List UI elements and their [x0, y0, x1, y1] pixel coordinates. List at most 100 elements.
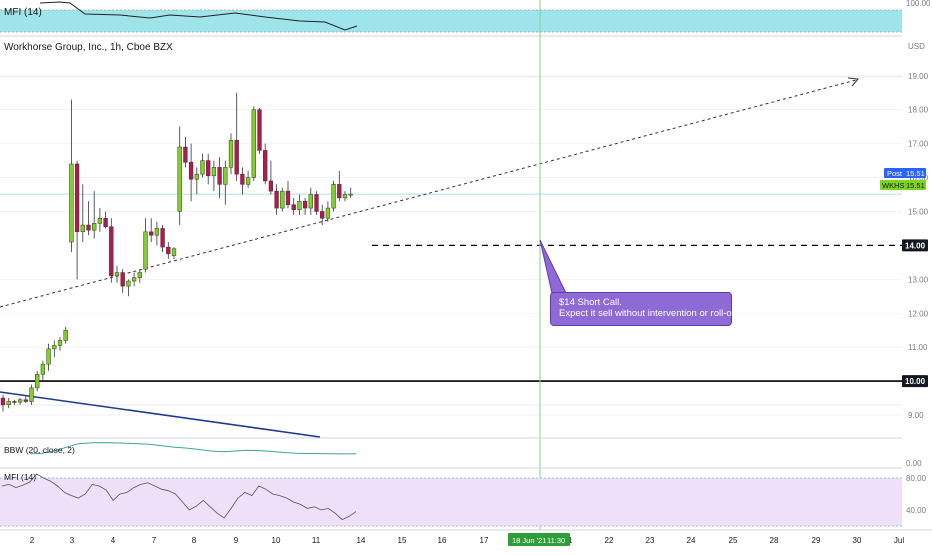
top-mfi-axis-label: 100.00	[906, 0, 931, 8]
bbw-series-line	[29, 442, 356, 455]
annotation-line-2: Expect it sell without intervention or r…	[559, 308, 743, 319]
post-badge	[884, 168, 926, 178]
candle-body	[177, 146, 182, 212]
candle-body	[57, 340, 63, 346]
candle-body	[52, 345, 57, 350]
candle-body	[200, 160, 205, 175]
candle-body	[86, 224, 91, 231]
currency-label: USD	[908, 42, 925, 51]
level-14-badge	[902, 239, 928, 252]
candle-body	[342, 194, 348, 199]
candle-body	[17, 399, 23, 403]
x-tick-label: 28	[770, 536, 779, 545]
x-tick-label: Jul	[894, 536, 904, 545]
candle-body	[171, 248, 177, 256]
y-tick-label: 11.00	[908, 343, 928, 352]
x-tick-label: 8	[192, 536, 197, 545]
top-mfi-series-line	[39, 1, 358, 31]
candle-body	[143, 231, 148, 270]
candle-body	[188, 162, 194, 180]
x-tick-label: 29	[812, 536, 821, 545]
x-tick-label: 11	[312, 536, 321, 545]
bbw-label: BBW (20, close, 2)	[4, 445, 75, 455]
candle-body	[211, 167, 217, 177]
candle-body	[274, 190, 279, 209]
x-tick-label: 4	[111, 536, 116, 545]
candle-body	[160, 228, 165, 248]
x-tick-label: 30	[853, 536, 862, 545]
candle-body	[63, 329, 68, 341]
y-tick-label: 18.00	[908, 106, 929, 115]
x-tick-label: 17	[480, 536, 489, 545]
candle-body	[325, 207, 331, 219]
x-tick-label: 7	[152, 536, 157, 545]
x-tick-label: 16	[438, 536, 447, 545]
candle-body	[257, 109, 262, 151]
mfi-band	[0, 478, 902, 526]
candle-body	[240, 173, 245, 185]
candle-body	[320, 211, 325, 219]
top-mfi-band	[0, 10, 902, 32]
symbol-badge	[880, 180, 926, 190]
x-tick-label: 25	[729, 536, 738, 545]
candle-body	[97, 218, 103, 224]
candle-body	[126, 280, 131, 287]
symbol-title: Workhorse Group, Inc., 1h, Cboe BZX	[4, 42, 173, 53]
candle-body	[35, 374, 40, 389]
candle-body	[348, 193, 353, 196]
candle-body	[114, 272, 120, 277]
candle-body	[183, 146, 188, 163]
candle-body	[206, 160, 211, 177]
trend-line-arrow	[847, 77, 860, 87]
candle-body	[120, 272, 125, 287]
bbw-axis-label: 0.00	[906, 459, 922, 468]
y-tick-label: 17.00	[908, 140, 929, 149]
x-tick-label: 22	[605, 536, 614, 545]
y-tick-label: 16.00	[908, 174, 929, 183]
candle-body	[337, 184, 342, 199]
candle-body	[285, 190, 291, 205]
crosshair-date-badge	[508, 533, 570, 546]
crosshair-date-label: 18 Jun '21	[512, 536, 546, 545]
candle-body	[74, 163, 80, 233]
candle-body	[217, 167, 222, 185]
trend-line-down	[0, 391, 321, 438]
y-tick-label: 19.00	[908, 72, 929, 81]
trend-line-up	[0, 79, 857, 308]
candle-body	[291, 204, 296, 211]
candle-body	[194, 173, 199, 180]
level-10-badge	[902, 375, 928, 388]
candle-body	[297, 201, 302, 211]
level-10-badge-value: 10.00	[905, 377, 926, 386]
candle-body	[154, 228, 160, 236]
candle-body	[80, 224, 85, 233]
y-tick-label: 15.00	[908, 207, 929, 216]
candle-body	[302, 201, 308, 209]
x-tick-label: 9	[234, 536, 239, 545]
mfi-axis-label: 80.00	[906, 474, 927, 483]
candle-body	[245, 177, 251, 185]
top-mfi-label: MFI (14)	[4, 7, 42, 18]
mfi-label: MFI (14)	[4, 472, 37, 482]
candle-body	[137, 272, 142, 278]
candle-body	[223, 167, 228, 185]
y-tick-label: 13.00	[908, 275, 929, 284]
x-tick-label: 3	[70, 536, 75, 545]
x-tick-label: 24	[687, 536, 696, 545]
candle-body	[251, 109, 256, 178]
candle-body	[40, 363, 46, 375]
x-tick-label: 23	[646, 536, 655, 545]
mfi-axis-label: 40.00	[906, 506, 927, 515]
candle-body	[268, 180, 274, 192]
annotation-callout[interactable]: $14 Short Call. Expect it sell without i…	[550, 292, 743, 326]
candle-body	[131, 277, 137, 282]
candle-body	[6, 401, 11, 406]
candle-body	[149, 231, 154, 236]
candle-body	[234, 139, 239, 175]
candle-body	[46, 348, 51, 365]
candle-body	[331, 184, 336, 209]
x-tick-label: 14	[357, 536, 366, 545]
candle-body	[12, 401, 17, 403]
